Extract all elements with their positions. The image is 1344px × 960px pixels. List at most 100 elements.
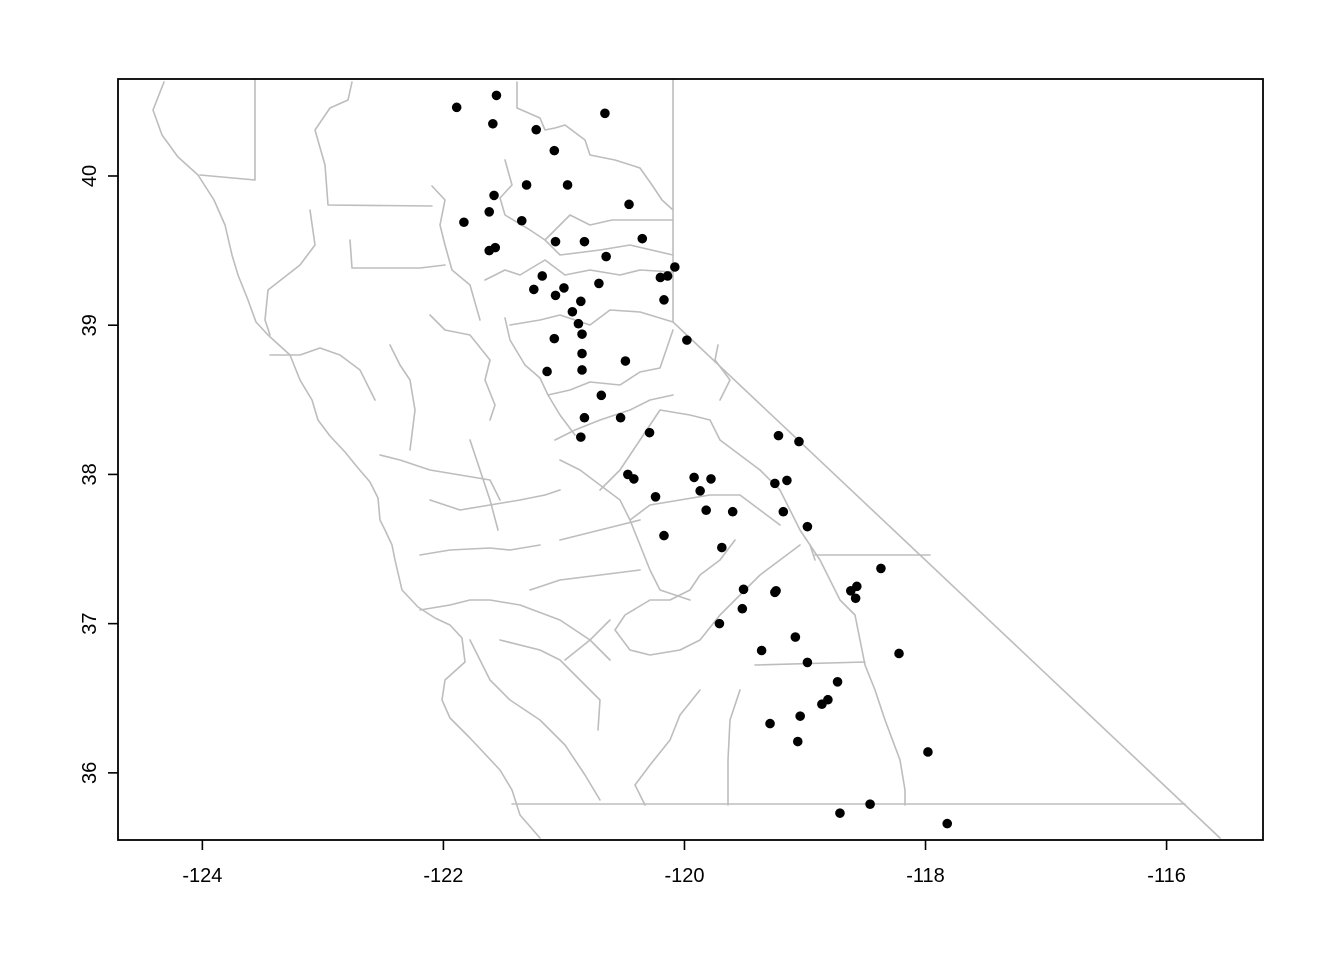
site-point	[484, 245, 495, 256]
site-point	[737, 603, 748, 614]
site-point	[488, 118, 498, 129]
x-tick-label: -120	[664, 865, 704, 887]
site-point	[790, 632, 801, 642]
county-line-n8	[509, 309, 674, 326]
site-point	[521, 180, 532, 190]
county-line-b7	[499, 639, 601, 731]
site-point	[770, 478, 780, 489]
site-point	[706, 474, 716, 484]
site-point	[529, 284, 539, 295]
site-point	[682, 335, 692, 345]
plot-frame	[117, 78, 1264, 841]
county-line-c10	[614, 539, 801, 656]
site-point	[778, 506, 789, 517]
site-point	[542, 366, 552, 377]
site-point	[942, 818, 953, 829]
site-point	[714, 618, 725, 629]
site-point	[650, 492, 661, 502]
site-point	[773, 430, 784, 441]
site-point	[484, 207, 495, 217]
site-point	[727, 506, 738, 517]
site-point	[701, 505, 711, 516]
site-point	[579, 412, 590, 423]
county-line-n1	[199, 79, 256, 181]
y-tick-label: 36	[79, 762, 101, 784]
site-point	[516, 215, 527, 226]
site-point	[459, 217, 469, 228]
site-point	[576, 432, 586, 442]
county-line-b6	[469, 639, 601, 801]
site-point	[596, 390, 607, 401]
site-point	[491, 90, 502, 101]
county-line-n3	[516, 81, 674, 211]
y-axis: 36 37 38 39 40	[79, 165, 118, 784]
site-point	[659, 295, 669, 305]
county-line-c2	[554, 394, 674, 441]
site-point	[662, 271, 673, 281]
county-line-c1	[547, 329, 674, 396]
site-point	[832, 677, 843, 687]
site-point	[577, 329, 587, 339]
county-line-b3	[419, 544, 541, 556]
site-point	[573, 318, 584, 329]
county-line-b5	[419, 599, 611, 661]
site-point	[489, 190, 499, 201]
county-line-c12	[727, 689, 741, 806]
site-point	[550, 290, 561, 301]
county-line-n7	[484, 259, 674, 281]
site-point	[644, 427, 655, 438]
site-point	[549, 333, 560, 344]
site-point	[850, 593, 861, 604]
county-line-n4	[431, 185, 481, 321]
site-point	[771, 586, 781, 596]
site-point	[792, 736, 803, 747]
county-line-b9	[564, 619, 611, 661]
county-line-n6	[544, 239, 674, 256]
x-tick-label: -122	[423, 865, 463, 887]
site-point	[562, 180, 573, 190]
x-axis: -124 -122 -120 -118 -116	[182, 840, 1186, 887]
site-point	[756, 645, 767, 656]
site-point	[549, 145, 560, 156]
site-point	[782, 475, 792, 486]
sampling-sites	[451, 90, 953, 829]
site-point	[802, 657, 813, 668]
county-line-n10	[264, 209, 316, 336]
site-point	[637, 233, 648, 244]
county-line-n14	[429, 314, 496, 421]
site-point	[579, 236, 590, 247]
site-point	[601, 251, 611, 262]
county-line-b2	[429, 489, 561, 511]
county-line-b8	[559, 519, 641, 541]
site-point	[577, 365, 587, 375]
county-line-c6	[714, 344, 731, 401]
site-point	[600, 108, 610, 119]
site-point	[451, 102, 462, 113]
coastline	[152, 81, 541, 839]
site-point	[894, 648, 904, 659]
site-point	[550, 236, 561, 247]
site-point	[765, 718, 775, 729]
y-tick-label: 40	[79, 165, 101, 187]
site-point	[923, 747, 933, 757]
site-point	[531, 124, 542, 135]
x-tick-label: -124	[182, 865, 222, 887]
site-point	[615, 412, 626, 423]
county-line-n13	[389, 344, 416, 451]
site-point	[670, 262, 680, 272]
site-point	[629, 474, 639, 484]
site-point	[795, 711, 805, 721]
site-point	[835, 808, 845, 818]
site-point	[689, 472, 699, 483]
y-tick-label: 39	[79, 314, 101, 336]
county-line-c13	[634, 689, 701, 806]
x-tick-label: -118	[906, 865, 945, 887]
county-line-c3	[559, 459, 691, 601]
county-line-c4	[599, 409, 761, 491]
county-line-n2	[314, 81, 433, 207]
site-point	[537, 271, 548, 281]
y-tick-label: 37	[79, 613, 101, 635]
x-tick-label: -116	[1147, 865, 1186, 887]
site-point	[567, 306, 578, 317]
